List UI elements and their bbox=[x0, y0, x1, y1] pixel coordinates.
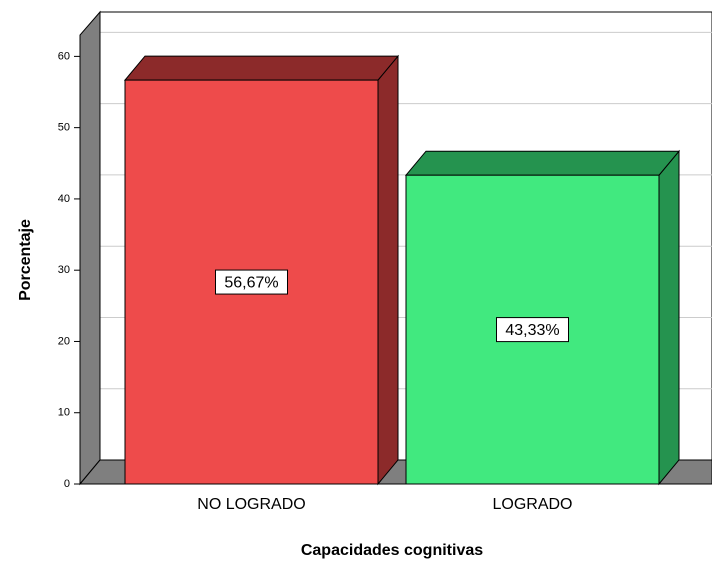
value-label: 43,33% bbox=[505, 322, 559, 339]
value-label-box bbox=[496, 317, 569, 343]
x-tick-label: LOGRADO bbox=[492, 496, 572, 513]
y-tick-label: 20 bbox=[58, 335, 70, 347]
y-tick-label: 50 bbox=[58, 122, 70, 134]
y-tick-label: 60 bbox=[58, 50, 70, 62]
value-label: 56,67% bbox=[224, 274, 278, 291]
bar-side bbox=[377, 54, 399, 486]
y-tick-label: 0 bbox=[64, 478, 70, 490]
y-tick-label: 10 bbox=[58, 407, 70, 419]
bar-top bbox=[404, 150, 681, 176]
bar-side bbox=[658, 149, 680, 486]
y-tick-label: 30 bbox=[58, 264, 70, 276]
bar-top bbox=[123, 55, 400, 81]
x-tick-label: NO LOGRADO bbox=[197, 496, 305, 513]
value-label-box bbox=[215, 269, 288, 295]
y-axis-title: Porcentaje bbox=[17, 219, 34, 301]
y-tick-label: 40 bbox=[58, 193, 70, 205]
x-axis-title: Capacidades cognitivas bbox=[301, 542, 483, 559]
side-wall bbox=[79, 10, 101, 486]
